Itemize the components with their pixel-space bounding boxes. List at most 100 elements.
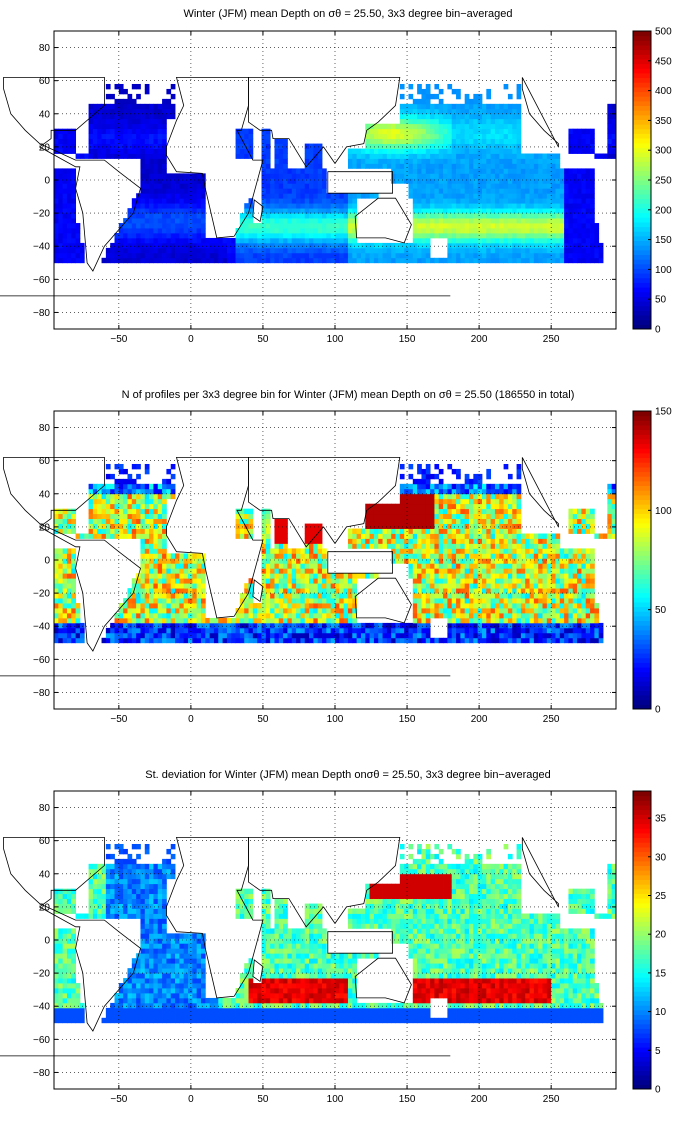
heatmap-cell [326,242,332,249]
heatmap-cell [568,257,574,264]
heatmap-cell [430,188,435,194]
heatmap-cell [473,218,479,224]
heatmap-cell [365,528,370,534]
heatmap-cell [590,188,595,194]
heatmap-cell [127,598,133,604]
heatmap-cell [140,513,146,520]
heatmap-cell [265,523,271,529]
heatmap-cell [520,237,526,244]
heatmap-cell [157,193,163,199]
heatmap-cell [105,498,111,505]
heatmap-cell [58,143,64,149]
heatmap-cell [460,518,466,524]
heatmap-cell [200,237,206,244]
heatmap-cell [105,632,111,639]
heatmap-cell [118,463,124,470]
heatmap-cell [577,223,582,229]
heatmap-cell [607,148,613,154]
heatmap-cell [408,123,414,130]
heatmap-cell [196,247,202,254]
heatmap-cell [144,143,150,149]
heatmap-cell [343,617,349,624]
heatmap-cell [430,568,435,574]
heatmap-cell [451,183,457,189]
heatmap-cell [438,113,444,120]
heatmap-cell [317,223,323,229]
heatmap-cell [192,598,198,604]
heatmap-cell [183,617,189,624]
heatmap-cell [494,257,500,264]
heatmap-cell [559,178,565,184]
heatmap-cell [499,143,504,149]
heatmap-cell [451,208,457,214]
heatmap-cell [464,617,470,624]
heatmap-cell [404,257,409,264]
heatmap-cell [412,598,418,604]
heatmap-cell [153,108,159,115]
heatmap-cell [309,148,314,154]
heatmap-cell [330,213,336,219]
heatmap-cell [494,183,500,189]
heatmap-cell [365,632,370,639]
heatmap-cell [313,213,319,219]
heatmap-cell [443,228,448,234]
heatmap-cell [434,203,440,209]
heatmap-cell [274,608,280,614]
heatmap-cell [577,203,582,209]
heatmap-cell [170,463,176,470]
heatmap-cell [278,257,284,264]
coastline-path [354,197,412,244]
heatmap-cell [469,518,474,524]
heatmap-cell [97,488,102,495]
heatmap-cell [265,563,271,569]
heatmap-cell [322,573,327,579]
heatmap-cell [183,173,189,179]
heatmap-cell [322,218,327,224]
heatmap-cell [386,153,392,159]
heatmap-cell [369,133,375,140]
heatmap-cell [244,232,249,239]
heatmap-cell [434,178,440,184]
heatmap-cell [572,198,578,204]
heatmap-cell [157,213,163,219]
heatmap-cell [365,637,370,644]
heatmap-cell [386,138,392,144]
heatmap-cell [494,622,500,629]
heatmap-cell [71,143,77,149]
heatmap-cell [265,138,271,144]
heatmap-cell [486,257,492,264]
heatmap-cell [300,208,306,214]
heatmap-cell [248,237,254,244]
heatmap-cell [153,543,159,549]
heatmap-cell [481,528,487,534]
heatmap-cell [477,218,483,224]
heatmap-cell [274,257,280,264]
heatmap-cell [84,533,89,539]
heatmap-cell [456,223,461,229]
heatmap-cell [546,223,552,229]
heatmap-cell [408,153,414,159]
heatmap-cell [58,627,64,634]
heatmap-cell [490,518,496,524]
heatmap-cell [477,138,483,144]
heatmap-cell [456,242,461,249]
heatmap-cell [399,103,405,110]
heatmap-cell [451,637,457,644]
heatmap-cell [417,543,422,549]
heatmap-cell [244,622,249,629]
heatmap-cell [313,548,319,554]
heatmap-cell [412,257,418,264]
heatmap-cell [386,163,392,169]
heatmap-cell [144,538,150,544]
heatmap-cell [460,498,466,505]
heatmap-cell [110,128,115,135]
heatmap-cell [347,198,353,204]
heatmap-cell [274,173,280,179]
heatmap-cell [438,198,444,204]
heatmap-cell [581,218,587,224]
heatmap-cell [490,488,496,495]
heatmap-cell [140,593,146,599]
colorbar-swatch [633,212,651,218]
heatmap-cell [520,168,526,174]
heatmap-cell [555,158,561,164]
